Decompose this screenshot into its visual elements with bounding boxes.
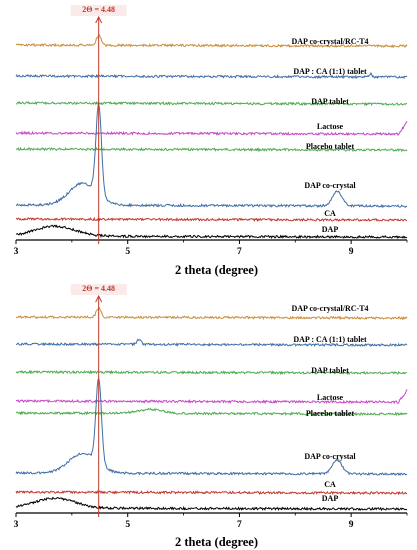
series-line (15, 71, 408, 80)
series-label: Placebo tablet (306, 409, 355, 418)
x-tick-label: 7 (237, 520, 242, 530)
series-label: Lactose (317, 393, 344, 402)
marker-arrow-icon (95, 294, 103, 303)
series-line (15, 407, 408, 417)
series-label: DAP (322, 225, 339, 234)
marker-arrow-icon (95, 15, 103, 24)
series-label: DAP co-crystal (304, 452, 356, 461)
series-label: CA (324, 209, 336, 218)
series-label: DAP co-crystal/RC-T4 (291, 37, 368, 46)
chart-panel-2: 3 5 7 9 2 theta (degree) DAP co-crystal/RC-T4… (14, 284, 408, 549)
series-label: Placebo tablet (306, 142, 355, 151)
series-label: DAP : CA (1:1) tablet (293, 67, 367, 76)
series-line (15, 490, 407, 496)
series-label: DAP co-crystal/RC-T4 (291, 304, 368, 313)
chart-panel-1: 3 5 7 9 2 theta (degree) DAP co-crystal/RC-T4… (14, 5, 408, 277)
series-label: DAP : CA (1:1) tablet (293, 335, 367, 344)
series-line (15, 224, 408, 240)
x-tick-label: 9 (349, 520, 354, 530)
series-line (15, 100, 407, 107)
series-label: DAP (322, 494, 339, 503)
x-tick-label: 5 (125, 520, 130, 530)
x-tick-label: 9 (349, 247, 354, 257)
series-line (15, 33, 408, 49)
marker-label-box (70, 284, 127, 295)
marker-label-box (70, 5, 127, 16)
x-tick-label: 5 (125, 247, 130, 257)
x-tick-label: 7 (237, 247, 242, 257)
series-label: CA (324, 480, 336, 489)
x-axis-label: 2 theta (degree) (175, 263, 258, 277)
series-line (15, 120, 408, 137)
series-line (15, 377, 408, 477)
series-line (16, 338, 408, 348)
series-line (15, 306, 408, 321)
marker-label: 2Θ = 4.48 (82, 284, 115, 293)
series-label: DAP tablet (311, 366, 349, 375)
series-label: Lactose (317, 122, 344, 131)
series-line (15, 146, 408, 153)
series-line (15, 369, 407, 376)
series-label: DAP tablet (311, 97, 349, 106)
series-line (15, 103, 408, 209)
series-line (15, 389, 408, 405)
x-axis-label: 2 theta (degree) (175, 535, 258, 549)
series-label: DAP co-crystal (304, 181, 356, 190)
marker-label: 2Θ = 4.48 (82, 5, 115, 14)
x-tick-label: 3 (14, 247, 19, 257)
series-line (15, 496, 408, 512)
series-line (15, 216, 407, 222)
x-tick-label: 3 (14, 520, 19, 530)
